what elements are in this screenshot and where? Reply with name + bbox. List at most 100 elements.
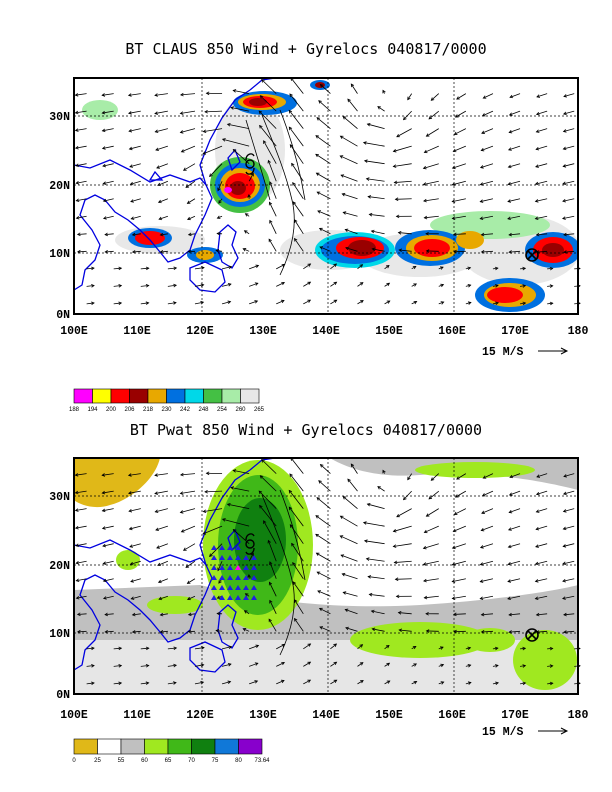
- wind-vector: [547, 664, 554, 668]
- wind-vector: [423, 525, 439, 534]
- wind-vector: [423, 215, 439, 220]
- site-marker: [243, 565, 249, 570]
- wind-vector: [507, 145, 521, 151]
- wind-vector: [392, 145, 412, 153]
- wind-vector: [128, 490, 141, 495]
- panel2-profiler-sites: [211, 545, 257, 600]
- wind-vector: [377, 486, 385, 492]
- wind-vector: [74, 93, 87, 97]
- wind-vector: [288, 489, 304, 509]
- wind-vector: [268, 581, 277, 597]
- wind-vector: [86, 284, 95, 288]
- wind-vector: [316, 191, 331, 200]
- wind-vector: [451, 215, 466, 220]
- panel2-coastlines: [74, 458, 276, 673]
- wind-vector: [507, 198, 521, 203]
- wind-vector: [140, 283, 150, 288]
- wind-vector: [102, 595, 114, 600]
- wind-vector: [315, 515, 331, 527]
- wind-vector: [292, 561, 304, 579]
- panel1-coastlines: [74, 78, 276, 293]
- wind-vector: [519, 681, 527, 686]
- wind-vector: [167, 663, 177, 668]
- wind-vector: [269, 561, 277, 579]
- wind-vector: [357, 680, 364, 685]
- wind-vector: [167, 681, 177, 685]
- p2-colorbar-label-2: 55: [118, 758, 125, 764]
- wind-vector: [430, 93, 440, 101]
- wind-vector: [276, 679, 285, 685]
- wind-vector: [315, 135, 331, 147]
- wind-vector: [180, 472, 195, 477]
- wind-vector: [204, 109, 223, 114]
- wind-vector: [187, 249, 195, 254]
- wind-vector: [290, 77, 304, 94]
- panel2-streamlines: [261, 489, 306, 656]
- wind-vector: [350, 463, 358, 474]
- wind-vector: [205, 91, 223, 96]
- wind-vector: [292, 201, 304, 217]
- wind-vector: [318, 607, 331, 615]
- p1-lat-0: 0N: [56, 309, 70, 322]
- wind-vector: [242, 248, 250, 252]
- wind-vector: [319, 246, 331, 252]
- wind-vector: [218, 198, 223, 204]
- wind-vector: [244, 593, 250, 597]
- wind-vector: [131, 630, 141, 634]
- wind-vector: [131, 232, 141, 237]
- wind-vector: [128, 145, 141, 151]
- site-marker: [235, 585, 241, 590]
- wind-vector: [317, 210, 331, 217]
- wind-vector: [159, 232, 168, 237]
- wind-vector: [101, 490, 114, 495]
- wind-vector: [303, 679, 312, 685]
- wind-vector: [159, 612, 168, 617]
- wind-vector: [288, 506, 304, 527]
- wind-vector: [480, 525, 494, 532]
- wind-vector: [75, 163, 87, 168]
- wind-vector: [221, 300, 232, 305]
- wind-vector: [384, 264, 390, 270]
- wind-vector: [508, 250, 521, 254]
- wind-vector: [428, 490, 440, 500]
- site-marker: [235, 565, 241, 570]
- wind-vector: [128, 525, 141, 531]
- wind-vector: [104, 250, 114, 254]
- wind-vector: [357, 300, 364, 305]
- wind-vector: [267, 159, 277, 182]
- wind-vector: [130, 215, 141, 220]
- wind-vector: [365, 557, 385, 562]
- p2-colorbar-label-6: 75: [212, 758, 219, 764]
- site-marker: [211, 545, 217, 550]
- wind-vector: [113, 266, 123, 271]
- wind-vector: [342, 116, 358, 129]
- wind-vector: [226, 122, 250, 130]
- site-marker: [227, 545, 233, 550]
- site-marker: [219, 575, 225, 580]
- wind-vector: [86, 301, 95, 306]
- typhoon-symbol-2: [245, 533, 255, 555]
- wind-vector: [341, 572, 358, 580]
- wind-vector: [209, 163, 223, 178]
- wind-vector: [382, 469, 386, 474]
- wind-vector: [249, 644, 260, 650]
- wind-vector: [479, 163, 494, 169]
- wind-vector: [269, 599, 277, 614]
- wind-vector: [480, 250, 493, 254]
- wind-vector: [547, 646, 554, 651]
- wind-vector: [167, 266, 178, 271]
- wind-vector: [74, 508, 87, 512]
- p2-colorbar-swatch-6: [214, 738, 239, 755]
- wind-vector: [102, 180, 114, 185]
- wind-vector: [357, 644, 364, 650]
- wind-vector: [519, 646, 527, 651]
- wind-vector: [547, 681, 554, 686]
- wind-vector: [216, 215, 223, 219]
- wind-vector: [479, 578, 494, 583]
- wind-vector: [363, 159, 385, 165]
- wind-vector: [221, 282, 232, 287]
- wind-vector: [423, 145, 439, 154]
- wind-vector: [291, 162, 304, 182]
- wind-vector: [438, 646, 444, 650]
- wind-vector: [350, 83, 358, 94]
